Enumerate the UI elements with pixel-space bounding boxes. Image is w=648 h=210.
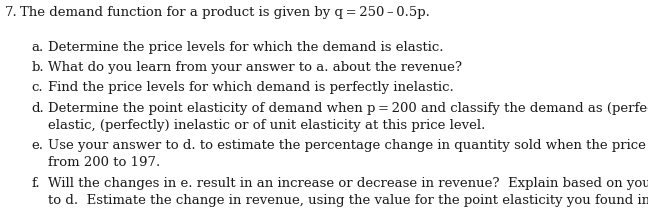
Text: Will the changes in e. result in an increase or decrease in revenue?  Explain ba: Will the changes in e. result in an incr… bbox=[49, 177, 648, 190]
Text: to d.  Estimate the change in revenue, using the value for the point elasticity : to d. Estimate the change in revenue, us… bbox=[49, 194, 648, 207]
Text: Find the price levels for which demand is perfectly inelastic.: Find the price levels for which demand i… bbox=[49, 81, 454, 94]
Text: The demand function for a product is given by q = 250 – 0.5p.: The demand function for a product is giv… bbox=[20, 6, 430, 19]
Text: Determine the point elasticity of demand when p = 200 and classify the demand as: Determine the point elasticity of demand… bbox=[49, 102, 648, 115]
Text: Use your answer to d. to estimate the percentage change in quantity sold when th: Use your answer to d. to estimate the pe… bbox=[49, 139, 648, 152]
Text: e.: e. bbox=[32, 139, 43, 152]
Text: d.: d. bbox=[32, 102, 44, 115]
Text: elastic, (perfectly) inelastic or of unit elasticity at this price level.: elastic, (perfectly) inelastic or of uni… bbox=[49, 119, 486, 132]
Text: f.: f. bbox=[32, 177, 40, 190]
Text: Determine the price levels for which the demand is elastic.: Determine the price levels for which the… bbox=[49, 41, 444, 54]
Text: from 200 to 197.: from 200 to 197. bbox=[49, 156, 161, 169]
Text: c.: c. bbox=[32, 81, 43, 94]
Text: b.: b. bbox=[32, 61, 44, 74]
Text: What do you learn from your answer to a. about the revenue?: What do you learn from your answer to a.… bbox=[49, 61, 463, 74]
Text: 7.: 7. bbox=[5, 6, 17, 19]
Text: a.: a. bbox=[32, 41, 44, 54]
